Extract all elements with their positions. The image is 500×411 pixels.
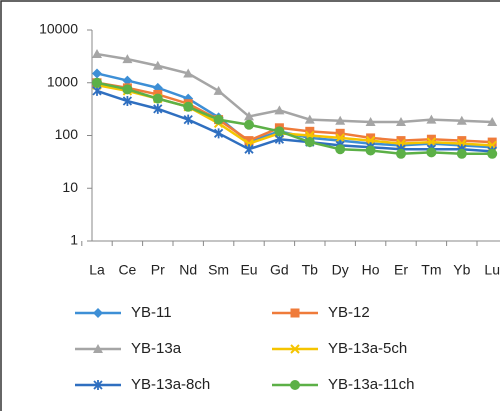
series-line xyxy=(96,81,493,144)
marker xyxy=(244,136,254,146)
marker xyxy=(426,137,437,147)
marker xyxy=(122,54,133,64)
x-tick-label: Pr xyxy=(151,262,165,278)
y-tick-label: 100 xyxy=(55,126,79,142)
marker xyxy=(335,144,346,155)
marker xyxy=(304,137,315,148)
marker xyxy=(456,148,467,159)
legend-marker xyxy=(290,344,300,354)
marker xyxy=(335,128,345,138)
x-tick-label: Nd xyxy=(179,262,197,278)
y-tick-label: 1000 xyxy=(47,73,78,89)
marker xyxy=(396,148,406,159)
x-tick-label: Tb xyxy=(302,262,319,278)
series-line xyxy=(96,81,493,156)
y-tick-label: 10000 xyxy=(39,21,78,37)
marker xyxy=(456,115,467,125)
marker xyxy=(183,101,194,112)
marker xyxy=(92,49,102,59)
marker xyxy=(396,117,406,127)
x-tick-label: Tm xyxy=(421,262,441,278)
marker xyxy=(244,111,254,121)
marker xyxy=(487,137,497,147)
marker xyxy=(335,133,345,143)
legend-marker xyxy=(93,344,103,353)
marker xyxy=(426,147,437,158)
marker xyxy=(396,136,406,146)
marker xyxy=(122,84,133,95)
marker xyxy=(274,126,285,137)
legend-marker xyxy=(93,380,103,390)
marker xyxy=(426,134,436,144)
x-tick-label: Gd xyxy=(270,262,289,278)
marker xyxy=(92,68,102,79)
marker xyxy=(213,128,224,139)
marker xyxy=(457,136,467,146)
marker xyxy=(183,68,194,78)
marker xyxy=(244,119,254,130)
marker xyxy=(365,145,376,156)
legend-marker xyxy=(290,308,300,318)
x-tick-label: Eu xyxy=(240,262,257,278)
x-tick-label: Er xyxy=(394,262,408,278)
y-tick-label: 10 xyxy=(62,179,78,195)
legend-label: YB-13a-8ch xyxy=(131,376,210,393)
x-tick-label: Ce xyxy=(118,262,136,278)
y-tick-label: 1 xyxy=(70,232,78,248)
legend-label: YB-13a-11ch xyxy=(328,376,414,393)
x-tick-label: Dy xyxy=(332,262,349,278)
x-tick-label: Sm xyxy=(208,262,229,278)
marker xyxy=(122,75,133,86)
marker xyxy=(304,114,315,124)
marker xyxy=(213,85,224,95)
legend-label: YB-13a-5ch xyxy=(328,340,407,357)
x-tick-label: La xyxy=(89,262,105,278)
legend-label: YB-12 xyxy=(328,304,370,321)
marker xyxy=(335,115,346,125)
marker xyxy=(152,60,163,70)
legend-label: YB-11 xyxy=(131,304,172,321)
marker xyxy=(153,103,163,114)
legend-label: YB-13a xyxy=(131,340,182,357)
marker xyxy=(152,93,163,104)
x-tick-label: Ho xyxy=(362,262,380,278)
marker xyxy=(92,77,102,88)
marker xyxy=(244,144,254,155)
legend: YB-11 YB-12 YB-13a YB-13a-5ch YB-13a-8ch YB-1… xyxy=(75,304,414,393)
series-line xyxy=(96,89,493,153)
marker xyxy=(183,114,193,125)
legend-marker xyxy=(93,308,103,318)
marker xyxy=(487,148,498,159)
x-tick-label: Lu xyxy=(484,262,500,278)
marker xyxy=(365,117,376,127)
marker xyxy=(487,117,498,127)
legend-marker xyxy=(290,380,300,390)
series-line xyxy=(96,52,493,124)
x-tick-label: Yb xyxy=(453,262,470,278)
marker xyxy=(426,114,437,124)
marker xyxy=(366,133,376,143)
marker xyxy=(305,126,315,136)
marker xyxy=(213,114,224,125)
marker xyxy=(274,105,285,115)
marker xyxy=(122,96,133,107)
